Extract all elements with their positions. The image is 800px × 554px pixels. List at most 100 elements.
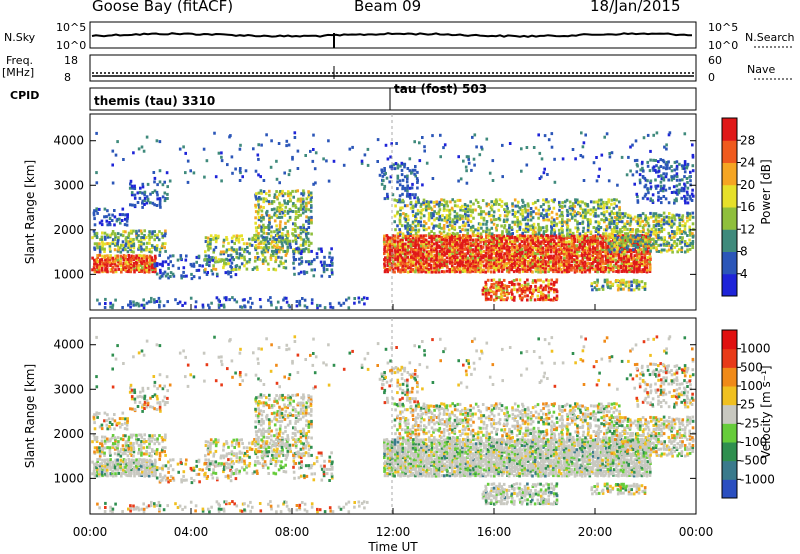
power-cell	[446, 232, 450, 236]
power-cell	[305, 229, 308, 233]
power-cell	[505, 298, 508, 302]
power-cell	[620, 262, 624, 265]
power-cell	[503, 236, 506, 240]
power-cell	[547, 242, 550, 246]
power-cell	[650, 227, 654, 231]
power-cell	[495, 261, 498, 265]
power-cell	[464, 254, 468, 258]
power-cell	[430, 239, 434, 243]
power-cell	[150, 235, 154, 239]
power-cell	[553, 157, 556, 161]
power-cell	[552, 260, 555, 264]
power-cell	[109, 249, 112, 253]
power-cell	[409, 252, 412, 256]
power-cell	[666, 163, 669, 167]
power-cell	[567, 258, 571, 262]
power-cell	[495, 249, 499, 253]
power-cell	[532, 290, 535, 294]
power-cell	[482, 216, 486, 220]
power-cell	[376, 138, 380, 142]
power-cell	[667, 133, 671, 137]
power-cell	[250, 243, 254, 247]
power-cell	[554, 234, 558, 238]
power-cell	[419, 247, 423, 251]
power-cell	[513, 256, 516, 260]
power-cell	[570, 246, 574, 250]
power-cell	[578, 234, 582, 238]
power-cell	[140, 263, 143, 267]
power-cell	[644, 183, 648, 187]
power-cell	[466, 228, 470, 232]
power-cell	[427, 204, 431, 208]
power-cell	[440, 262, 443, 266]
power-cell	[308, 193, 311, 197]
power-cell	[119, 258, 122, 262]
power-cell	[518, 264, 521, 267]
power-cell	[599, 254, 602, 258]
power-cell	[516, 288, 519, 292]
power-cell	[560, 250, 564, 254]
power-cell	[635, 260, 638, 264]
power-cell	[246, 246, 249, 249]
power-cell	[575, 250, 579, 254]
power-cell	[142, 298, 145, 302]
power-cell	[260, 191, 263, 195]
power-cell	[425, 257, 428, 261]
power-cell	[587, 222, 590, 226]
power-cell	[396, 163, 399, 167]
power-cell	[234, 238, 238, 242]
power-cell	[488, 171, 492, 175]
power-cell	[427, 240, 431, 244]
power-cell	[286, 247, 290, 251]
power-cell	[456, 198, 460, 202]
power-cell	[570, 236, 573, 240]
power-cell	[453, 266, 456, 270]
power-cell	[586, 224, 590, 228]
power-cell	[617, 234, 621, 237]
power-cell	[608, 220, 611, 224]
power-cell	[95, 209, 98, 213]
power-cell	[401, 178, 405, 182]
power-cell	[443, 270, 446, 274]
power-cell	[283, 171, 286, 175]
power-cell	[660, 214, 663, 218]
power-cell	[456, 263, 460, 267]
power-cell	[528, 224, 532, 228]
power-cell	[192, 171, 196, 175]
power-cell	[288, 215, 292, 219]
power-cell	[302, 248, 306, 252]
power-cell	[182, 145, 185, 149]
power-cell	[492, 218, 496, 222]
power-cell	[142, 236, 145, 239]
power-cell	[414, 202, 418, 206]
power-cell	[280, 256, 283, 260]
power-cell	[204, 267, 207, 271]
velocity-cell	[98, 457, 102, 461]
power-cell	[393, 236, 397, 240]
power-cell	[98, 248, 102, 252]
power-cell	[639, 238, 643, 242]
power-cell	[489, 286, 492, 290]
power-cell	[518, 261, 522, 265]
power-cell	[327, 139, 330, 143]
power-cell	[137, 266, 140, 270]
power-cell	[421, 258, 425, 262]
power-cell	[113, 232, 117, 236]
power-cell	[553, 296, 556, 300]
power-cell	[506, 206, 509, 210]
power-cell	[542, 216, 545, 220]
power-cell	[386, 194, 389, 198]
power-cell	[421, 136, 424, 139]
power-cell	[621, 216, 625, 220]
power-cell	[621, 282, 625, 286]
power-cell	[274, 260, 277, 264]
power-cell	[686, 201, 690, 205]
power-cell	[237, 237, 241, 241]
power-cell	[125, 259, 128, 263]
power-cell	[269, 256, 273, 260]
power-cell	[111, 213, 114, 217]
power-cell	[604, 232, 608, 236]
power-cell	[445, 252, 449, 256]
power-cell	[647, 191, 650, 195]
power-cell	[437, 264, 441, 268]
